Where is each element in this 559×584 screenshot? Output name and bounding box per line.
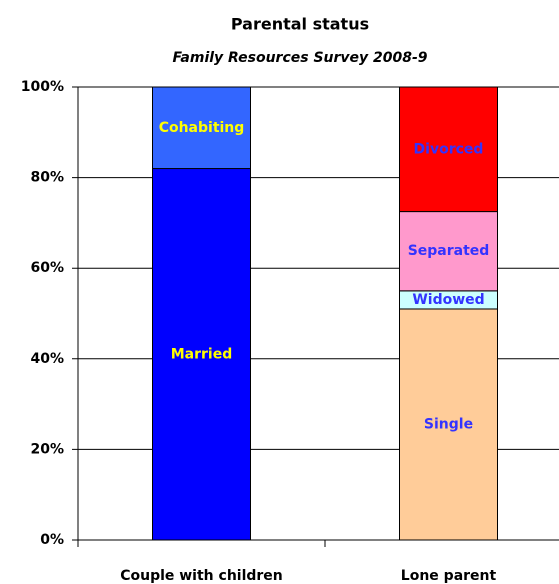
segment-label: Divorced <box>414 141 484 157</box>
bar-segment <box>152 86 251 170</box>
y-tick-label: 0% <box>40 532 64 548</box>
y-tick-label: 40% <box>30 351 64 367</box>
segment-label: Cohabiting <box>159 120 245 136</box>
y-tick-label: 60% <box>30 260 64 276</box>
x-tick-label: Lone parent <box>401 568 497 584</box>
y-tick-label: 20% <box>30 441 64 457</box>
bar-segment <box>152 168 251 541</box>
bar-segment <box>399 86 498 213</box>
segment-label: Married <box>171 346 233 362</box>
chart-title: Parental status <box>231 15 369 34</box>
y-tick-label: 100% <box>21 79 64 95</box>
x-tick-label: Couple with children <box>120 568 283 584</box>
segment-label: Single <box>424 416 473 432</box>
chart-subtitle: Family Resources Survey 2008-9 <box>172 50 427 66</box>
y-tick-label: 80% <box>30 170 64 186</box>
segment-label: Widowed <box>412 292 484 308</box>
segment-label: Separated <box>408 243 490 259</box>
